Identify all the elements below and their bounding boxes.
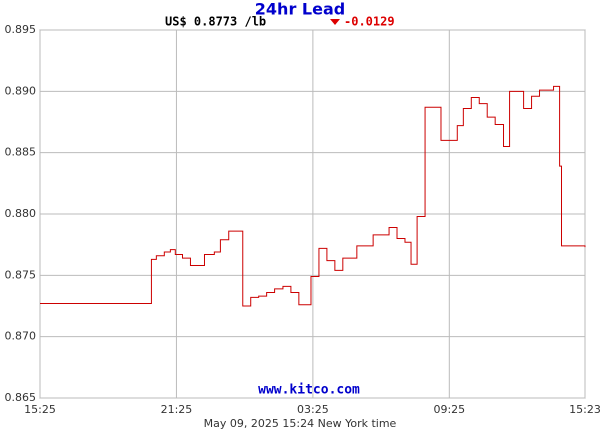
x-tick-label: 21:25	[161, 403, 193, 416]
y-tick-label: 0.895	[5, 23, 37, 36]
price-line	[40, 85, 586, 307]
y-tick-label: 0.890	[5, 84, 37, 97]
watermark: www.kitco.com	[258, 383, 360, 398]
chart-title: 24hr Lead	[255, 0, 345, 19]
footer: May 09, 2025 15:24 New York time	[204, 417, 397, 430]
y-tick-label: 0.870	[5, 330, 37, 343]
x-tick-label: 09:25	[433, 403, 465, 416]
change: -0.0129	[344, 15, 395, 29]
x-tick-label: 15:25	[24, 403, 56, 416]
y-tick-label: 0.875	[5, 268, 37, 281]
price: US$ 0.8773 /lb	[165, 15, 266, 29]
x-tick-label: 15:23	[569, 403, 600, 416]
y-tick-label: 0.885	[5, 146, 37, 159]
y-tick-label: 0.865	[5, 391, 37, 404]
y-tick-label: 0.880	[5, 207, 37, 220]
x-tick-label: 03:25	[297, 403, 329, 416]
down-arrow	[330, 19, 340, 25]
